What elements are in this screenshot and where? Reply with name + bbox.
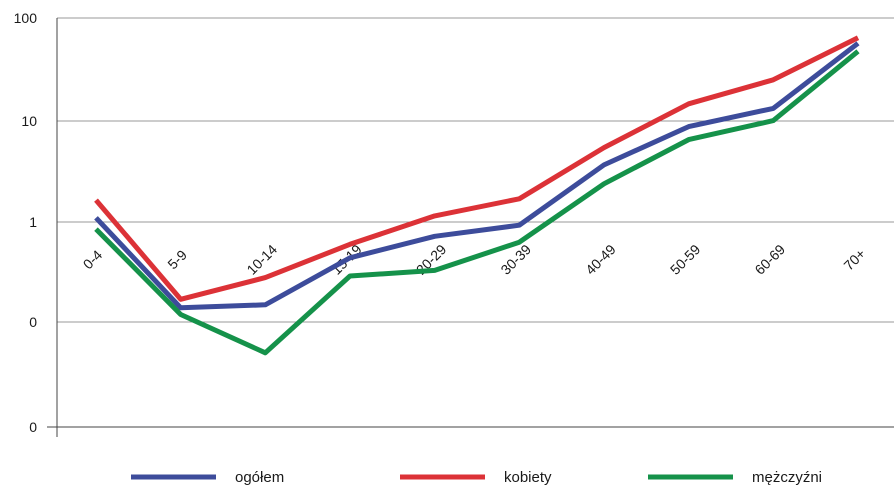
- series-lines: [94, 35, 860, 356]
- x-tick-label: 70+: [840, 245, 868, 273]
- y-tick-label: 10: [21, 113, 37, 129]
- legend-label: mężczyźni: [752, 469, 822, 486]
- series-line-1: [94, 35, 860, 302]
- x-tick-label: 50-59: [667, 241, 704, 278]
- x-tick-label: 0-4: [80, 247, 106, 273]
- legend-label: ogółem: [235, 469, 284, 486]
- series-line-0: [94, 41, 860, 311]
- y-tick-label: 0: [29, 314, 37, 330]
- y-tick-labels: 0 0 1 10 100: [14, 10, 38, 435]
- series-line-2: [94, 49, 860, 356]
- legend: ogółem kobiety mężczyźni: [131, 469, 822, 486]
- y-tick-label: 0: [29, 419, 37, 435]
- x-tick-label: 5-9: [164, 247, 190, 273]
- y-tick-label: 100: [14, 10, 38, 26]
- legend-label: kobiety: [504, 469, 552, 486]
- grid-lines: [57, 17, 894, 323]
- x-tick-label: 60-69: [751, 241, 788, 278]
- y-tick-label: 1: [29, 214, 37, 230]
- x-tick-label: 40-49: [582, 241, 619, 278]
